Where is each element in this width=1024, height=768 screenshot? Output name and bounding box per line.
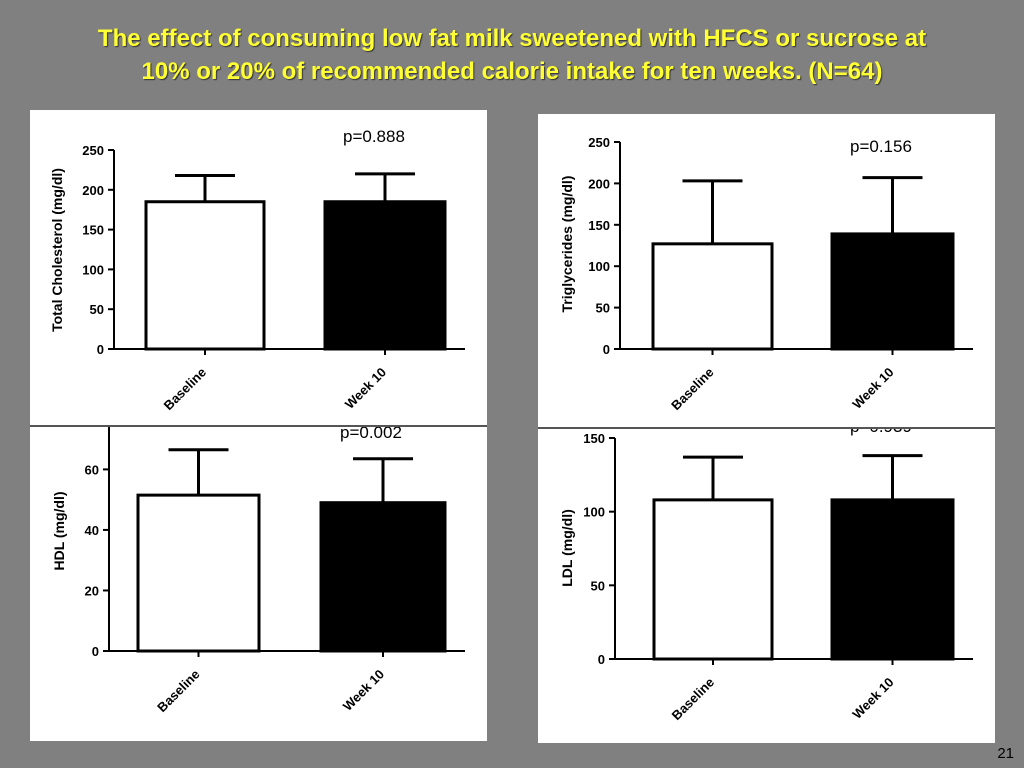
y-tick-label: 0 — [603, 342, 610, 357]
y-tick-label: 150 — [82, 223, 104, 238]
y-tick-label: 0 — [598, 652, 605, 667]
y-tick-label: 60 — [85, 462, 99, 477]
y-axis-label: Total Cholesterol (mg/dl) — [49, 168, 65, 332]
chart-panel-triglycerides: 0 50 100 150 200 250 Triglycerides (mg/dl) Base… — [538, 114, 995, 428]
y-axis-label: LDL (mg/dl) — [559, 509, 575, 587]
y-tick-label: 150 — [588, 218, 610, 233]
p-value-annotation: p=0.002 — [340, 426, 402, 442]
chart-panel-total-cholesterol: 0 50 100 150 200 250 Total Cholesterol (mg/dl)… — [30, 110, 487, 426]
x-category-label: Baseline — [668, 365, 716, 413]
x-category-label: Baseline — [669, 675, 717, 723]
ldl-chart: 0 50 100 150 LDL (mg/dl) Baseline Week 10 p=0.9… — [559, 428, 973, 723]
chart-panel-hdl: 0 20 40 60 HDL (mg/dl) Baseline Week 10 p=0.002 — [30, 426, 487, 741]
x-category-label: Week 10 — [340, 667, 387, 714]
y-tick-label: 250 — [588, 135, 610, 150]
slide-title: The effect of consuming low fat milk swe… — [0, 22, 1024, 88]
slide-number: 21 — [997, 745, 1014, 762]
y-tick-label: 250 — [82, 143, 104, 158]
triglycerides-chart: 0 50 100 150 200 250 Triglycerides (mg/dl) Base… — [559, 135, 973, 413]
chart-panel-ldl: 0 50 100 150 LDL (mg/dl) Baseline Week 10 p=0.9… — [538, 428, 995, 743]
y-tick-label: 40 — [85, 523, 99, 538]
x-category-label: Week 10 — [342, 365, 389, 412]
y-tick-label: 50 — [90, 302, 104, 317]
y-axis-label: Triglycerides (mg/dl) — [559, 176, 575, 313]
y-axis-label: HDL (mg/dl) — [51, 491, 67, 570]
bar-week-10 — [830, 498, 955, 661]
y-tick-label: 200 — [588, 176, 610, 191]
y-tick-label: 0 — [97, 342, 104, 357]
x-category-label: Week 10 — [849, 365, 896, 412]
bar-week-10 — [830, 232, 955, 351]
bar-baseline — [136, 493, 261, 653]
p-value-annotation: p=0.888 — [343, 127, 405, 146]
y-tick-label: 100 — [82, 262, 104, 277]
bar-baseline — [652, 498, 774, 661]
bar-week-10 — [319, 501, 447, 653]
panel-divider-right — [538, 427, 995, 429]
y-tick-label: 100 — [583, 505, 605, 520]
bar-week-10 — [323, 200, 447, 351]
bar-baseline — [651, 242, 774, 351]
y-tick-label: 50 — [591, 578, 605, 593]
bar-baseline — [144, 200, 266, 351]
panel-divider-left — [30, 425, 487, 427]
x-category-label: Baseline — [154, 667, 202, 715]
x-category-label: Baseline — [161, 365, 209, 413]
y-tick-label: 20 — [85, 583, 99, 598]
slide-title-line-1: The effect of consuming low fat milk swe… — [97, 25, 927, 52]
y-tick-label: 100 — [588, 259, 610, 274]
y-tick-label: 200 — [82, 183, 104, 198]
p-value-annotation: p=0.156 — [850, 137, 912, 156]
x-category-label: Week 10 — [849, 675, 896, 722]
y-tick-label: 0 — [92, 644, 99, 659]
y-tick-label: 150 — [583, 431, 605, 446]
total-cholesterol-chart: 0 50 100 150 200 250 Total Cholesterol (mg/dl)… — [49, 127, 465, 413]
p-value-annotation: p=0.939 — [850, 428, 912, 436]
slide-title-line-2: 10% or 20% of recommended calorie intake… — [141, 58, 883, 85]
y-tick-label: 50 — [596, 301, 610, 316]
hdl-chart: 0 20 40 60 HDL (mg/dl) Baseline Week 10 p=0.002 — [51, 426, 465, 715]
